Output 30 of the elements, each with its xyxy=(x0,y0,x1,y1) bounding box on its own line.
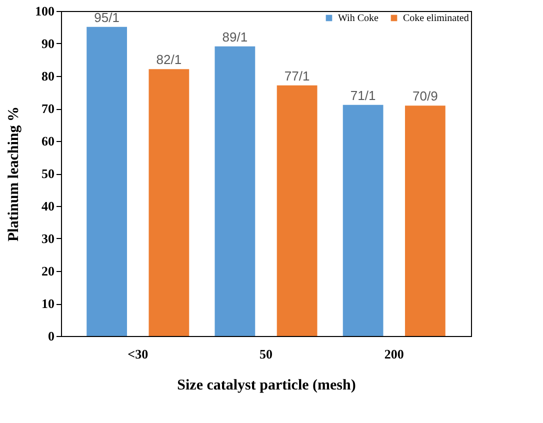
bar xyxy=(276,85,318,336)
y-tick-label: 100 xyxy=(35,4,54,18)
legend-label: Wih Coke xyxy=(338,13,379,24)
y-tick-label: 40 xyxy=(42,198,54,214)
y-tick-label: 0 xyxy=(48,328,54,344)
bar xyxy=(86,26,128,336)
data-label: 89/1 xyxy=(222,29,248,44)
legend-label: Coke eliminated xyxy=(403,13,469,24)
bar xyxy=(342,104,384,336)
bar xyxy=(148,69,190,336)
y-tick-label: 90 xyxy=(42,36,54,51)
y-tick-label: 30 xyxy=(42,231,54,246)
data-label: 71/1 xyxy=(350,88,376,103)
y-axis-title: Platinum leaching % xyxy=(6,106,22,242)
x-tick-label: 50 xyxy=(260,346,272,362)
data-label: 77/1 xyxy=(284,68,310,84)
x-tick-label: <30 xyxy=(128,346,148,362)
y-tick-label: 20 xyxy=(42,264,54,278)
x-axis-title: Size catalyst particle (mesh) xyxy=(177,378,356,394)
data-label: 95/1 xyxy=(94,10,120,25)
bar xyxy=(214,46,256,336)
data-label: 82/1 xyxy=(156,52,182,68)
y-tick-label: 50 xyxy=(42,166,54,181)
bar xyxy=(404,106,446,336)
x-tick-label: 200 xyxy=(384,346,404,362)
y-tick-label: 80 xyxy=(42,68,54,84)
y-tick-label: 10 xyxy=(42,296,54,311)
y-tick-label: 60 xyxy=(42,134,54,148)
y-tick-label: 70 xyxy=(42,101,54,116)
data-label: 70/9 xyxy=(412,88,438,104)
